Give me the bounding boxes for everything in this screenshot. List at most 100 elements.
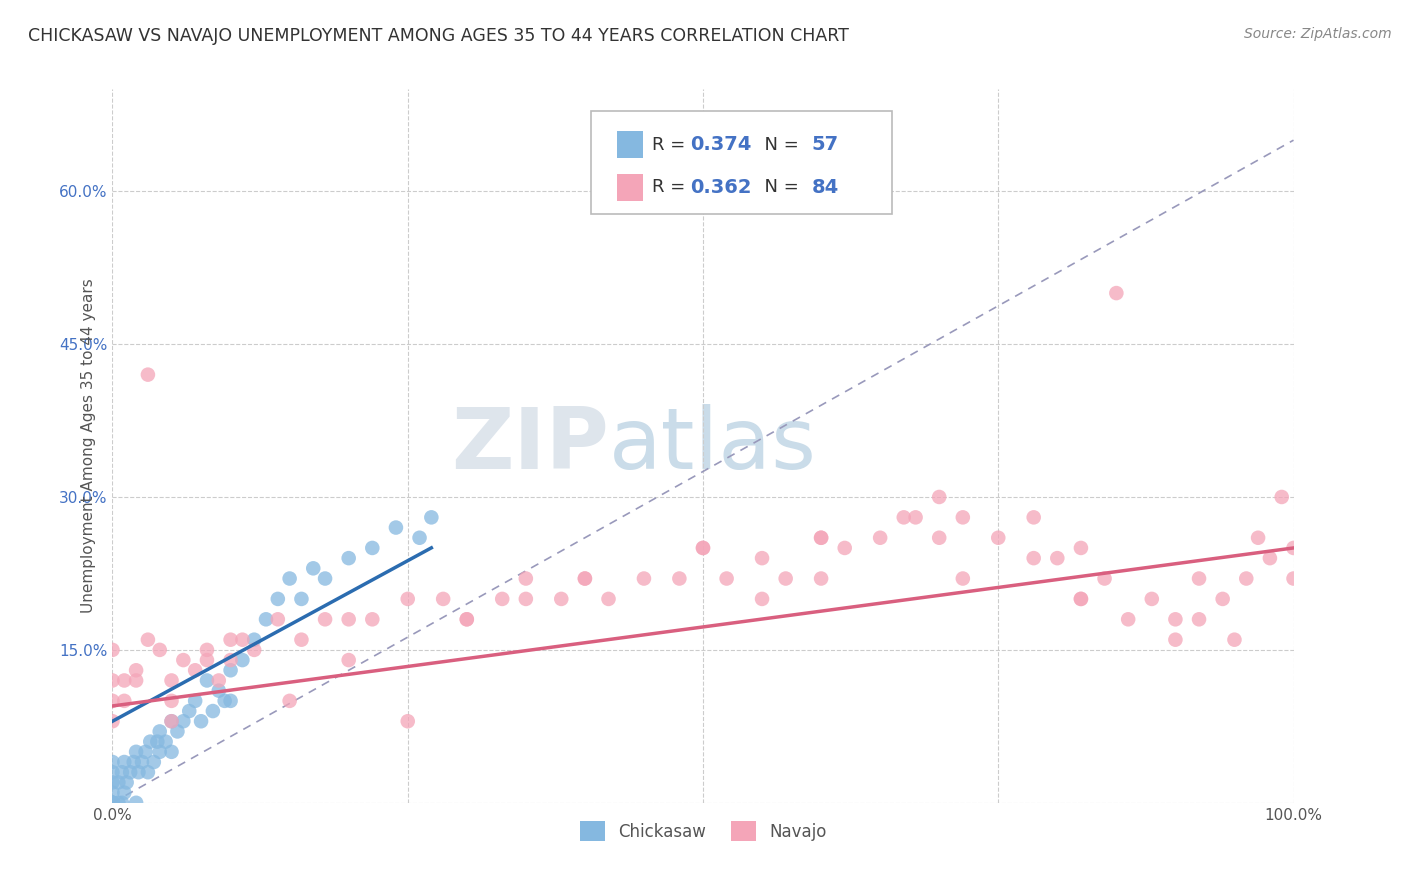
Point [751, 591, 773, 606]
Point [1070, 541, 1092, 555]
Point [716, 572, 738, 586]
Text: R =: R = [652, 178, 692, 196]
Point [420, 510, 443, 524]
Point [432, 591, 454, 606]
Point [166, 724, 188, 739]
Point [1188, 572, 1211, 586]
FancyBboxPatch shape [617, 131, 643, 158]
Point [136, 368, 159, 382]
Point [396, 591, 419, 606]
Point [101, 786, 124, 800]
Point [184, 663, 207, 677]
Point [1070, 591, 1092, 606]
Point [214, 694, 236, 708]
Point [208, 673, 231, 688]
Point [125, 663, 148, 677]
Text: 84: 84 [811, 178, 839, 197]
Point [146, 734, 169, 748]
Point [101, 796, 124, 810]
Point [172, 714, 194, 729]
Point [337, 653, 360, 667]
Point [1223, 632, 1246, 647]
Point [101, 694, 124, 708]
Point [1282, 541, 1305, 555]
Point [125, 673, 148, 688]
Point [101, 765, 124, 780]
Point [149, 643, 172, 657]
Point [952, 572, 974, 586]
Point [1046, 551, 1069, 566]
Point [456, 612, 478, 626]
Point [101, 796, 124, 810]
Legend: Chickasaw, Navajo: Chickasaw, Navajo [572, 814, 834, 848]
Point [111, 765, 134, 780]
Point [219, 632, 242, 647]
Point [869, 531, 891, 545]
Point [122, 755, 145, 769]
Point [101, 796, 124, 810]
Point [160, 714, 183, 729]
Point [195, 653, 218, 667]
Point [101, 796, 124, 810]
Point [1258, 551, 1281, 566]
Point [190, 714, 212, 729]
Point [136, 632, 159, 647]
Point [1247, 531, 1270, 545]
Text: N =: N = [752, 178, 804, 196]
Point [127, 765, 149, 780]
Point [278, 694, 301, 708]
Point [267, 591, 290, 606]
Point [1271, 490, 1294, 504]
Point [1094, 572, 1116, 586]
Point [904, 510, 927, 524]
Point [314, 612, 336, 626]
Point [290, 591, 312, 606]
Point [1116, 612, 1139, 626]
Point [396, 714, 419, 729]
Point [1022, 510, 1045, 524]
Point [136, 765, 159, 780]
Point [149, 745, 172, 759]
Point [155, 734, 177, 748]
Point [515, 591, 537, 606]
Point [101, 673, 124, 688]
Point [101, 775, 124, 789]
Point [385, 520, 408, 534]
Text: 57: 57 [811, 135, 839, 154]
Point [928, 531, 950, 545]
Point [633, 572, 655, 586]
Point [125, 796, 148, 810]
Point [408, 531, 430, 545]
Point [112, 673, 135, 688]
Point [112, 786, 135, 800]
Point [337, 612, 360, 626]
Text: N =: N = [752, 136, 804, 153]
Point [1022, 551, 1045, 566]
Point [491, 591, 513, 606]
Point [131, 755, 153, 769]
Point [893, 510, 915, 524]
Point [135, 745, 157, 759]
Point [810, 531, 832, 545]
Point [149, 724, 172, 739]
Point [952, 510, 974, 524]
Text: R =: R = [652, 136, 692, 153]
FancyBboxPatch shape [617, 174, 643, 201]
Point [101, 796, 124, 810]
Point [692, 541, 714, 555]
Point [195, 673, 218, 688]
FancyBboxPatch shape [591, 111, 891, 214]
Point [160, 745, 183, 759]
Point [101, 643, 124, 657]
Point [775, 572, 797, 586]
Point [928, 490, 950, 504]
Point [1140, 591, 1163, 606]
Point [1164, 612, 1187, 626]
Point [598, 591, 620, 606]
Point [668, 572, 690, 586]
Point [574, 572, 596, 586]
Text: Source: ZipAtlas.com: Source: ZipAtlas.com [1244, 27, 1392, 41]
Point [101, 755, 124, 769]
Point [219, 663, 242, 677]
Point [1164, 632, 1187, 647]
